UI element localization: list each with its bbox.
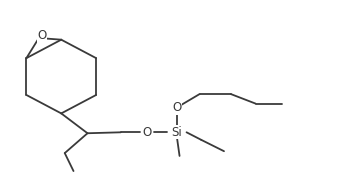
Text: O: O — [37, 29, 47, 42]
Text: Si: Si — [172, 126, 182, 139]
Text: O: O — [142, 126, 152, 139]
Text: O: O — [172, 101, 181, 114]
